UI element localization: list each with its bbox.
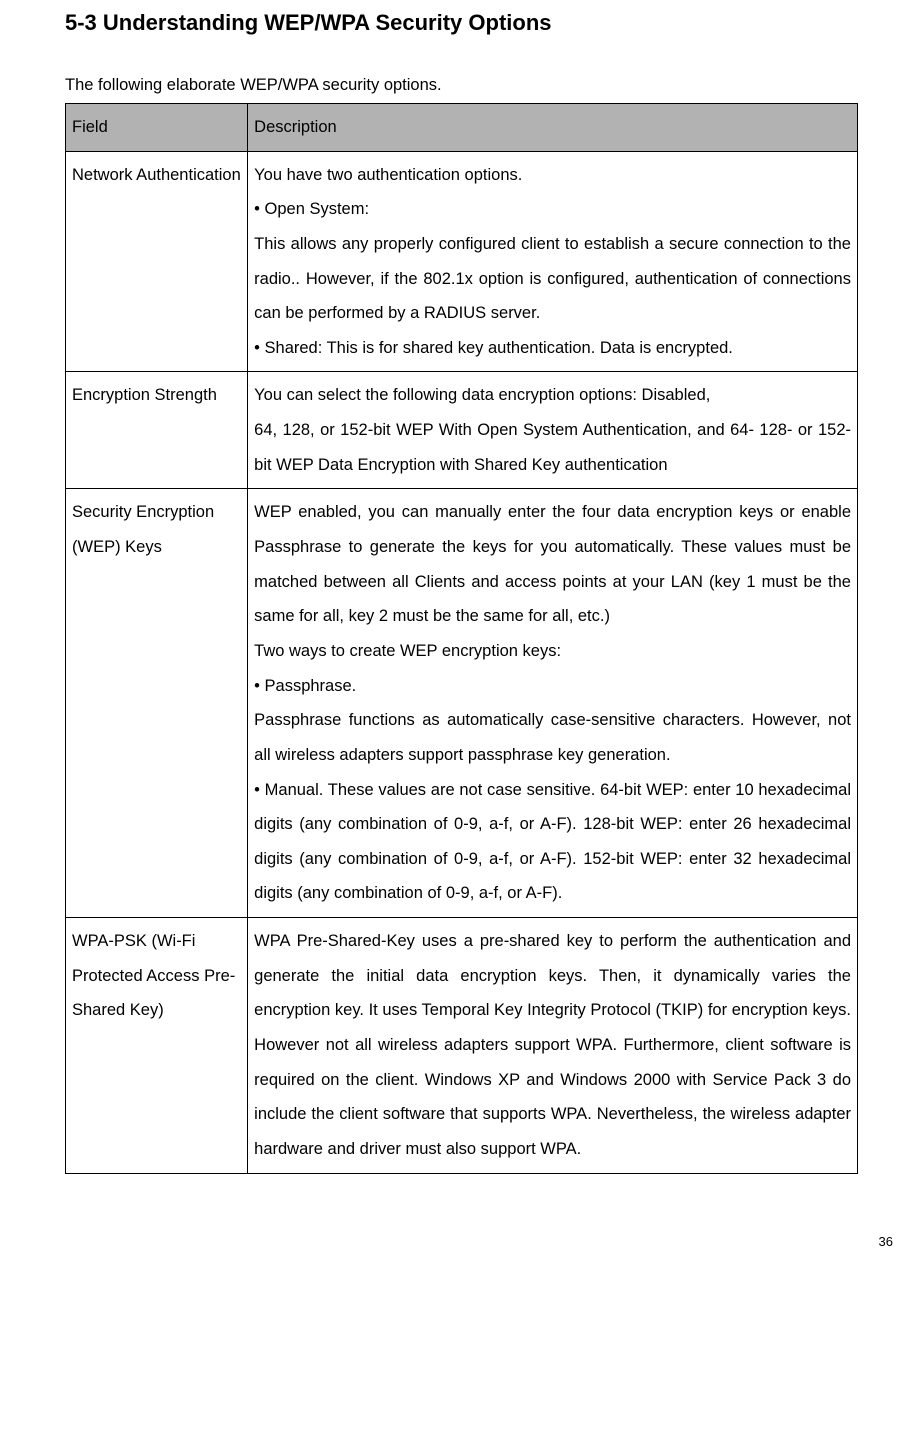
- header-description: Description: [248, 104, 858, 152]
- description-line: WEP enabled, you can manually enter the …: [254, 495, 851, 634]
- table-row: Network AuthenticationYou have two authe…: [66, 151, 858, 372]
- header-field: Field: [66, 104, 248, 152]
- intro-text: The following elaborate WEP/WPA security…: [65, 76, 858, 95]
- description-line: • Passphrase.: [254, 669, 851, 704]
- page-number: 36: [0, 1204, 923, 1249]
- table-row: WPA-PSK (Wi-Fi Protected Access Pre-Shar…: [66, 918, 858, 1173]
- description-line: • Manual. These values are not case sens…: [254, 773, 851, 912]
- description-line: WPA Pre-Shared-Key uses a pre-shared key…: [254, 924, 851, 1166]
- description-cell: You can select the following data encryp…: [248, 372, 858, 489]
- table-row: Encryption StrengthYou can select the fo…: [66, 372, 858, 489]
- section-heading: 5-3 Understanding WEP/WPA Security Optio…: [65, 10, 858, 36]
- table-row: Security Encryption (WEP) KeysWEP enable…: [66, 489, 858, 918]
- description-line: Passphrase functions as automatically ca…: [254, 703, 851, 772]
- table-header-row: Field Description: [66, 104, 858, 152]
- description-line: Two ways to create WEP encryption keys:: [254, 634, 851, 669]
- description-line: • Open System:: [254, 192, 851, 227]
- field-cell: Encryption Strength: [66, 372, 248, 489]
- description-line: 64, 128, or 152-bit WEP With Open System…: [254, 413, 851, 482]
- field-cell: Network Authentication: [66, 151, 248, 372]
- description-line: • Shared: This is for shared key authent…: [254, 331, 851, 366]
- description-cell: WPA Pre-Shared-Key uses a pre-shared key…: [248, 918, 858, 1173]
- security-options-table: Field Description Network Authentication…: [65, 103, 858, 1174]
- description-line: You can select the following data encryp…: [254, 378, 851, 413]
- field-cell: Security Encryption (WEP) Keys: [66, 489, 248, 918]
- description-cell: WEP enabled, you can manually enter the …: [248, 489, 858, 918]
- field-cell: WPA-PSK (Wi-Fi Protected Access Pre-Shar…: [66, 918, 248, 1173]
- description-line: You have two authentication options.: [254, 158, 851, 193]
- description-line: This allows any properly configured clie…: [254, 227, 851, 331]
- description-cell: You have two authentication options.• Op…: [248, 151, 858, 372]
